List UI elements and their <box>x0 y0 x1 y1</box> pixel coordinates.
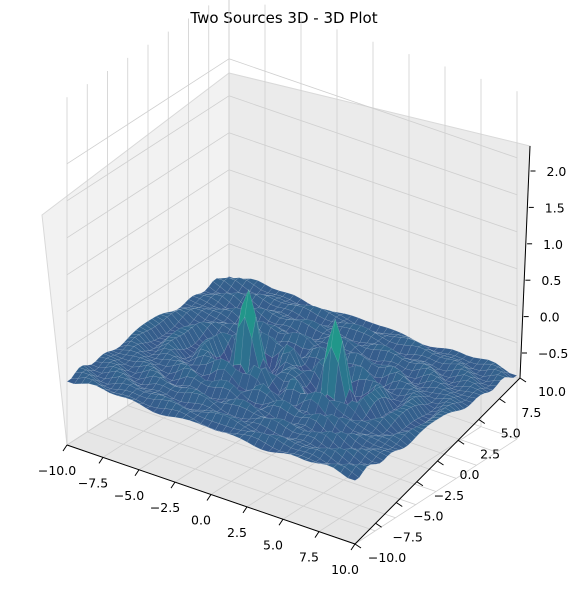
chart-title: Two Sources 3D - 3D Plot <box>189 9 377 27</box>
tick-mark <box>278 518 284 526</box>
z-tick-label: 2.0 <box>547 164 567 179</box>
tick-mark <box>98 457 104 464</box>
tick-mark <box>350 543 356 551</box>
surface-patch <box>387 447 401 451</box>
surface-mesh <box>66 276 518 481</box>
z-tick-label: −0.5 <box>538 346 568 361</box>
surface-patch <box>351 466 364 479</box>
z-tick-label: 0.0 <box>540 310 560 325</box>
grid-line <box>66 58 230 165</box>
surface-patch <box>359 463 372 467</box>
x-tick-label: 0.0 <box>191 513 211 528</box>
grid-line <box>228 58 518 159</box>
tick-mark <box>478 419 486 424</box>
x-tick-label: −5.0 <box>114 488 144 503</box>
tick-mark <box>242 506 248 514</box>
surface-patch <box>392 443 404 450</box>
y-tick-label: −2.5 <box>434 488 464 503</box>
grid-line <box>66 132 230 239</box>
surface-patch <box>493 374 506 381</box>
y-tick-label: −7.5 <box>392 529 422 544</box>
x-tick-label: 5.0 <box>263 537 283 552</box>
surface-patch <box>375 452 388 461</box>
grid-line <box>66 95 230 202</box>
tick-mark <box>354 543 362 549</box>
tick-mark <box>206 494 212 501</box>
z-tick-label: 0.5 <box>541 273 561 288</box>
tick-mark <box>519 377 527 383</box>
grid-line <box>228 206 518 307</box>
surface-patch <box>404 431 417 443</box>
grid-line <box>228 243 518 344</box>
y-tick-label: 10.0 <box>538 384 566 399</box>
grid-line <box>66 206 230 313</box>
tick-mark <box>62 444 68 452</box>
grid-line <box>66 243 230 350</box>
surface-patch <box>408 428 421 438</box>
surface-patch <box>416 424 429 430</box>
x-tick-label: 2.5 <box>227 525 247 540</box>
tick-mark <box>437 460 444 466</box>
grid-line <box>228 132 518 233</box>
surface-patch <box>355 463 368 473</box>
tick-mark <box>499 398 506 404</box>
surface-patch <box>505 372 518 379</box>
surface-patch <box>396 439 408 449</box>
tick-mark <box>314 531 320 538</box>
surface-patch <box>432 414 445 418</box>
grid-line <box>66 169 230 276</box>
y-tick-label: −10.0 <box>368 550 406 565</box>
y-tick-label: 2.5 <box>480 446 500 461</box>
surface-patch <box>469 392 481 399</box>
y-tick-label: −5.0 <box>413 509 443 524</box>
x-tick-label: −7.5 <box>78 475 108 490</box>
grid-line <box>354 438 518 545</box>
y-tick-label: 5.0 <box>501 426 521 441</box>
x-tick-label: 10.0 <box>331 562 359 577</box>
tick-mark <box>170 481 176 489</box>
tick-mark <box>457 439 465 445</box>
tick-mark <box>375 522 382 528</box>
x-tick-label: −2.5 <box>150 500 180 515</box>
tick-mark <box>416 481 424 487</box>
tick-labels: −10.0−7.5−5.0−2.50.02.55.07.510.0−10.0−7… <box>38 164 569 577</box>
z-tick-label: 1.5 <box>545 200 565 215</box>
x-tick-label: −10.0 <box>38 463 76 478</box>
tick-mark <box>134 469 140 477</box>
x-tick-label: 7.5 <box>299 550 319 565</box>
tick-mark <box>395 502 403 507</box>
surface-patch <box>347 471 360 481</box>
y-tick-label: 7.5 <box>521 405 541 420</box>
surface-patch <box>497 371 510 378</box>
grid-line <box>228 95 518 196</box>
grid-line <box>228 169 518 270</box>
y-tick-label: 0.0 <box>460 467 480 482</box>
z-axis-line <box>519 145 531 379</box>
z-tick-label: 1.0 <box>543 237 563 252</box>
